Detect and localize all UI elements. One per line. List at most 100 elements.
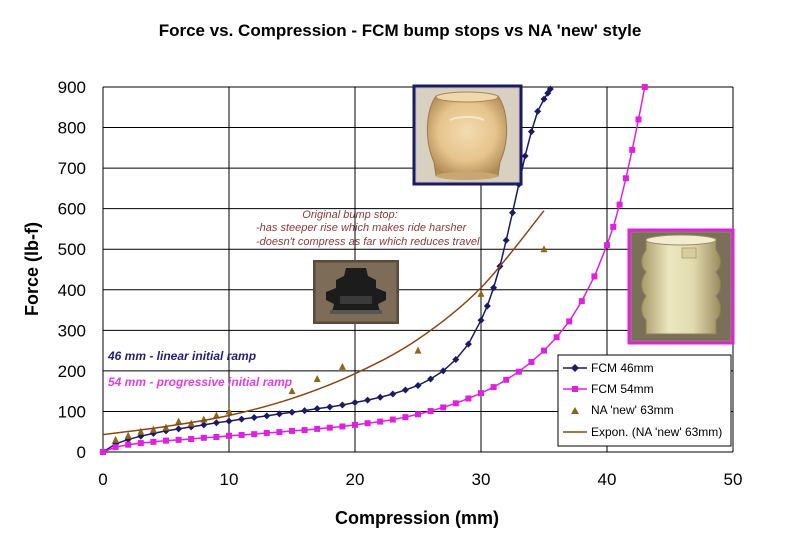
data-point-na-new-63mm bbox=[124, 431, 132, 439]
data-point-fcm-46mm bbox=[509, 209, 516, 217]
y-axis-title: Force (lb-f) bbox=[22, 222, 42, 316]
data-point-fcm-46mm bbox=[250, 414, 258, 422]
fcm-54mm-photo bbox=[627, 228, 735, 345]
data-point-fcm-54mm bbox=[440, 404, 447, 411]
legend-box bbox=[557, 354, 732, 447]
data-point-fcm-46mm bbox=[401, 386, 409, 394]
annotation-original-line-2: -has steeper rise which makes ride harsh… bbox=[256, 222, 468, 234]
data-point-fcm-54mm bbox=[188, 436, 195, 443]
data-point-na-new-63mm bbox=[313, 375, 321, 382]
data-point-fcm-54mm bbox=[226, 432, 232, 439]
x-tick-label: 10 bbox=[220, 470, 239, 489]
data-point-fcm-54mm bbox=[427, 408, 434, 415]
data-point-fcm-46mm bbox=[546, 85, 554, 93]
data-point-fcm-46mm bbox=[238, 415, 246, 423]
data-point-fcm-46mm bbox=[490, 284, 498, 292]
data-point-fcm-54mm bbox=[163, 437, 169, 444]
series-line-expon-na-new-63mm bbox=[102, 210, 545, 436]
legend: FCM 46mm FCM 54mm NA 'new' 63mm Expon. (… bbox=[557, 354, 732, 447]
y-tick-label: 0 bbox=[77, 443, 86, 462]
data-point-fcm-54mm bbox=[515, 368, 522, 375]
data-point-fcm-46mm bbox=[200, 421, 208, 429]
data-point-fcm-46mm bbox=[483, 302, 491, 310]
data-point-fcm-46mm bbox=[338, 401, 346, 409]
data-point-fcm-46mm bbox=[502, 236, 510, 244]
legend-item-fcm-54mm: FCM 54mm bbox=[563, 382, 654, 396]
legend-item-fcm-46mm: FCM 46mm bbox=[563, 361, 654, 375]
series-layer bbox=[99, 84, 648, 456]
data-point-fcm-54mm bbox=[402, 414, 409, 421]
y-tick-label: 400 bbox=[58, 281, 86, 300]
data-point-fcm-54mm bbox=[610, 223, 617, 230]
data-point-fcm-54mm bbox=[289, 427, 295, 434]
data-point-fcm-54mm bbox=[238, 431, 245, 438]
x-tick-label: 50 bbox=[724, 470, 743, 489]
data-point-fcm-54mm bbox=[503, 376, 510, 383]
x-tick-label: 30 bbox=[472, 470, 491, 489]
data-point-na-new-63mm bbox=[137, 427, 145, 435]
series-fcm-54mm bbox=[100, 84, 648, 455]
x-tick-label: 0 bbox=[98, 470, 107, 489]
data-point-fcm-46mm bbox=[452, 356, 460, 364]
data-point-fcm-54mm bbox=[553, 334, 560, 341]
data-point-fcm-54mm bbox=[213, 433, 220, 440]
data-point-fcm-46mm bbox=[288, 408, 296, 416]
x-tick-label: 20 bbox=[346, 470, 365, 489]
y-tick-label: 800 bbox=[58, 119, 86, 138]
data-point-fcm-54mm bbox=[465, 395, 472, 402]
y-tick-label: 200 bbox=[58, 362, 86, 381]
data-point-fcm-54mm bbox=[326, 424, 333, 431]
data-point-fcm-46mm bbox=[301, 407, 309, 415]
data-point-fcm-46mm bbox=[326, 403, 334, 411]
data-point-fcm-46mm bbox=[351, 399, 359, 407]
legend-label-na-new-63mm: NA 'new' 63mm bbox=[591, 403, 674, 417]
data-point-fcm-54mm bbox=[377, 418, 384, 425]
data-point-fcm-54mm bbox=[150, 438, 157, 445]
data-point-fcm-54mm bbox=[629, 146, 636, 153]
data-point-fcm-46mm bbox=[521, 152, 529, 160]
fcm-46mm-photo bbox=[412, 84, 523, 186]
data-point-na-new-63mm bbox=[477, 289, 485, 297]
data-point-fcm-54mm bbox=[352, 421, 358, 428]
data-point-fcm-46mm bbox=[225, 417, 233, 425]
data-point-fcm-54mm bbox=[175, 436, 182, 443]
y-tick-label: 600 bbox=[58, 200, 86, 219]
data-point-fcm-54mm bbox=[125, 441, 132, 448]
data-point-fcm-46mm bbox=[275, 410, 283, 418]
data-point-fcm-46mm bbox=[389, 390, 397, 398]
data-point-fcm-54mm bbox=[566, 318, 573, 325]
data-point-fcm-54mm bbox=[635, 116, 642, 123]
y-tick-label: 300 bbox=[58, 321, 86, 340]
legend-label-expon-trendline: Expon. (NA 'new' 63mm) bbox=[591, 425, 722, 439]
data-point-fcm-54mm bbox=[452, 400, 459, 407]
data-point-fcm-54mm bbox=[200, 434, 207, 441]
data-point-fcm-54mm bbox=[339, 423, 346, 430]
data-point-fcm-54mm bbox=[364, 420, 371, 427]
data-point-fcm-54mm bbox=[276, 429, 283, 436]
data-point-fcm-54mm bbox=[478, 390, 484, 397]
data-point-fcm-46mm bbox=[439, 367, 447, 375]
annotation-original-line-3: -doesn't compress as far which reduces t… bbox=[256, 236, 480, 248]
data-point-fcm-46mm bbox=[175, 425, 183, 433]
data-point-fcm-46mm bbox=[527, 128, 535, 136]
data-point-fcm-46mm bbox=[427, 375, 435, 383]
legend-item-na-new-63mm: NA 'new' 63mm bbox=[571, 403, 674, 417]
data-point-na-new-63mm bbox=[288, 387, 296, 395]
data-point-fcm-54mm bbox=[100, 449, 106, 455]
data-point-na-new-63mm bbox=[212, 411, 220, 419]
data-point-fcm-54mm bbox=[251, 431, 258, 438]
data-point-fcm-54mm bbox=[490, 384, 497, 391]
data-point-fcm-46mm bbox=[313, 405, 321, 413]
annotation-46mm: 46 mm - linear initial ramp bbox=[107, 349, 256, 363]
tick-labels: 0 100 200 300 400 500 600 700 800 900 0 10 20 30 40 50 bbox=[58, 78, 743, 489]
data-point-fcm-46mm bbox=[534, 107, 542, 115]
data-point-fcm-54mm bbox=[415, 411, 421, 418]
data-point-fcm-54mm bbox=[616, 201, 623, 208]
original-bump-stop-photo bbox=[313, 260, 399, 324]
data-point-na-new-63mm bbox=[225, 407, 233, 415]
data-point-na-new-63mm bbox=[338, 362, 346, 370]
data-point-fcm-54mm bbox=[112, 444, 119, 451]
data-point-fcm-54mm bbox=[528, 358, 535, 365]
data-point-na-new-63mm bbox=[414, 346, 422, 354]
